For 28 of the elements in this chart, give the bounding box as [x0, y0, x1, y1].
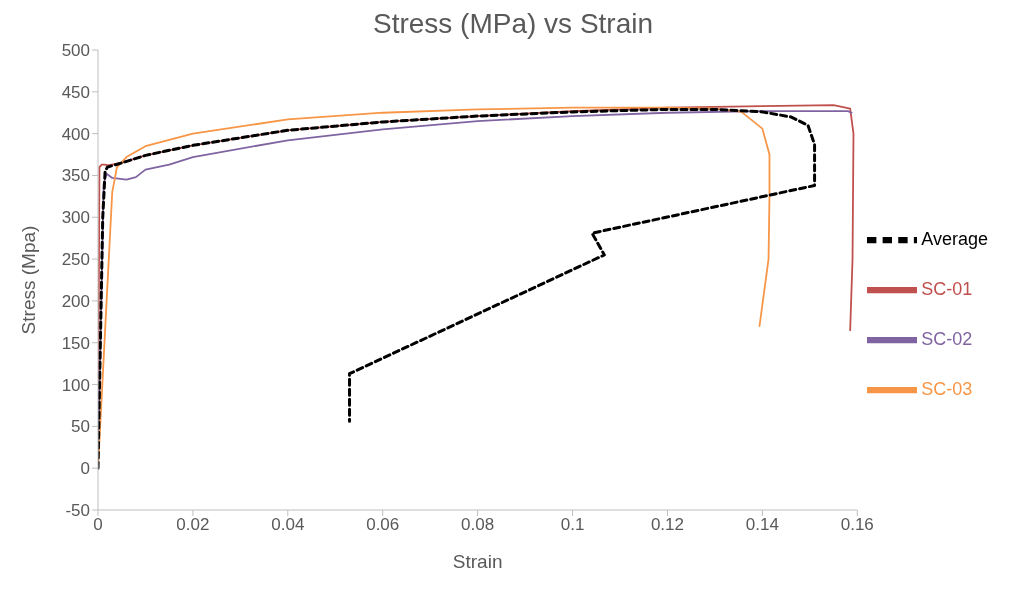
- y-axis-title: Stress (Mpa): [17, 225, 39, 335]
- y-tick-label: 450: [61, 82, 90, 102]
- y-tick-label: 100: [61, 375, 90, 395]
- x-tick-label: 0.04: [271, 515, 305, 535]
- legend-label: SC-03: [921, 378, 973, 399]
- chart-title: Stress (MPa) vs Strain: [371, 8, 655, 40]
- legend-label: SC-01: [921, 278, 973, 299]
- x-tick-label: 0.02: [176, 515, 210, 535]
- x-axis-title: Strain: [452, 551, 503, 572]
- x-tick-label: 0.14: [745, 515, 779, 535]
- y-tick-label: 200: [61, 291, 90, 311]
- y-tick-label: 350: [61, 166, 90, 186]
- y-tick-label: 400: [61, 124, 90, 144]
- y-tick-label: 0: [80, 459, 90, 479]
- x-tick-label: 0.08: [461, 515, 495, 535]
- x-tick-label: 0.1: [560, 515, 585, 535]
- y-tick-label: 250: [61, 250, 90, 270]
- legend-label: SC-02: [921, 328, 973, 349]
- y-tick-label: 150: [61, 333, 90, 353]
- y-tick-label: 300: [61, 208, 90, 228]
- x-tick-label: 0.12: [650, 515, 685, 535]
- y-tick-label: 500: [61, 41, 90, 61]
- y-tick-label: 50: [71, 417, 90, 437]
- legend-label: Average: [921, 228, 988, 249]
- x-tick-label: 0.16: [840, 515, 874, 535]
- x-tick-label: 0.06: [366, 515, 400, 535]
- x-tick-label: 0: [93, 515, 103, 535]
- y-tick-label: -50: [65, 501, 90, 521]
